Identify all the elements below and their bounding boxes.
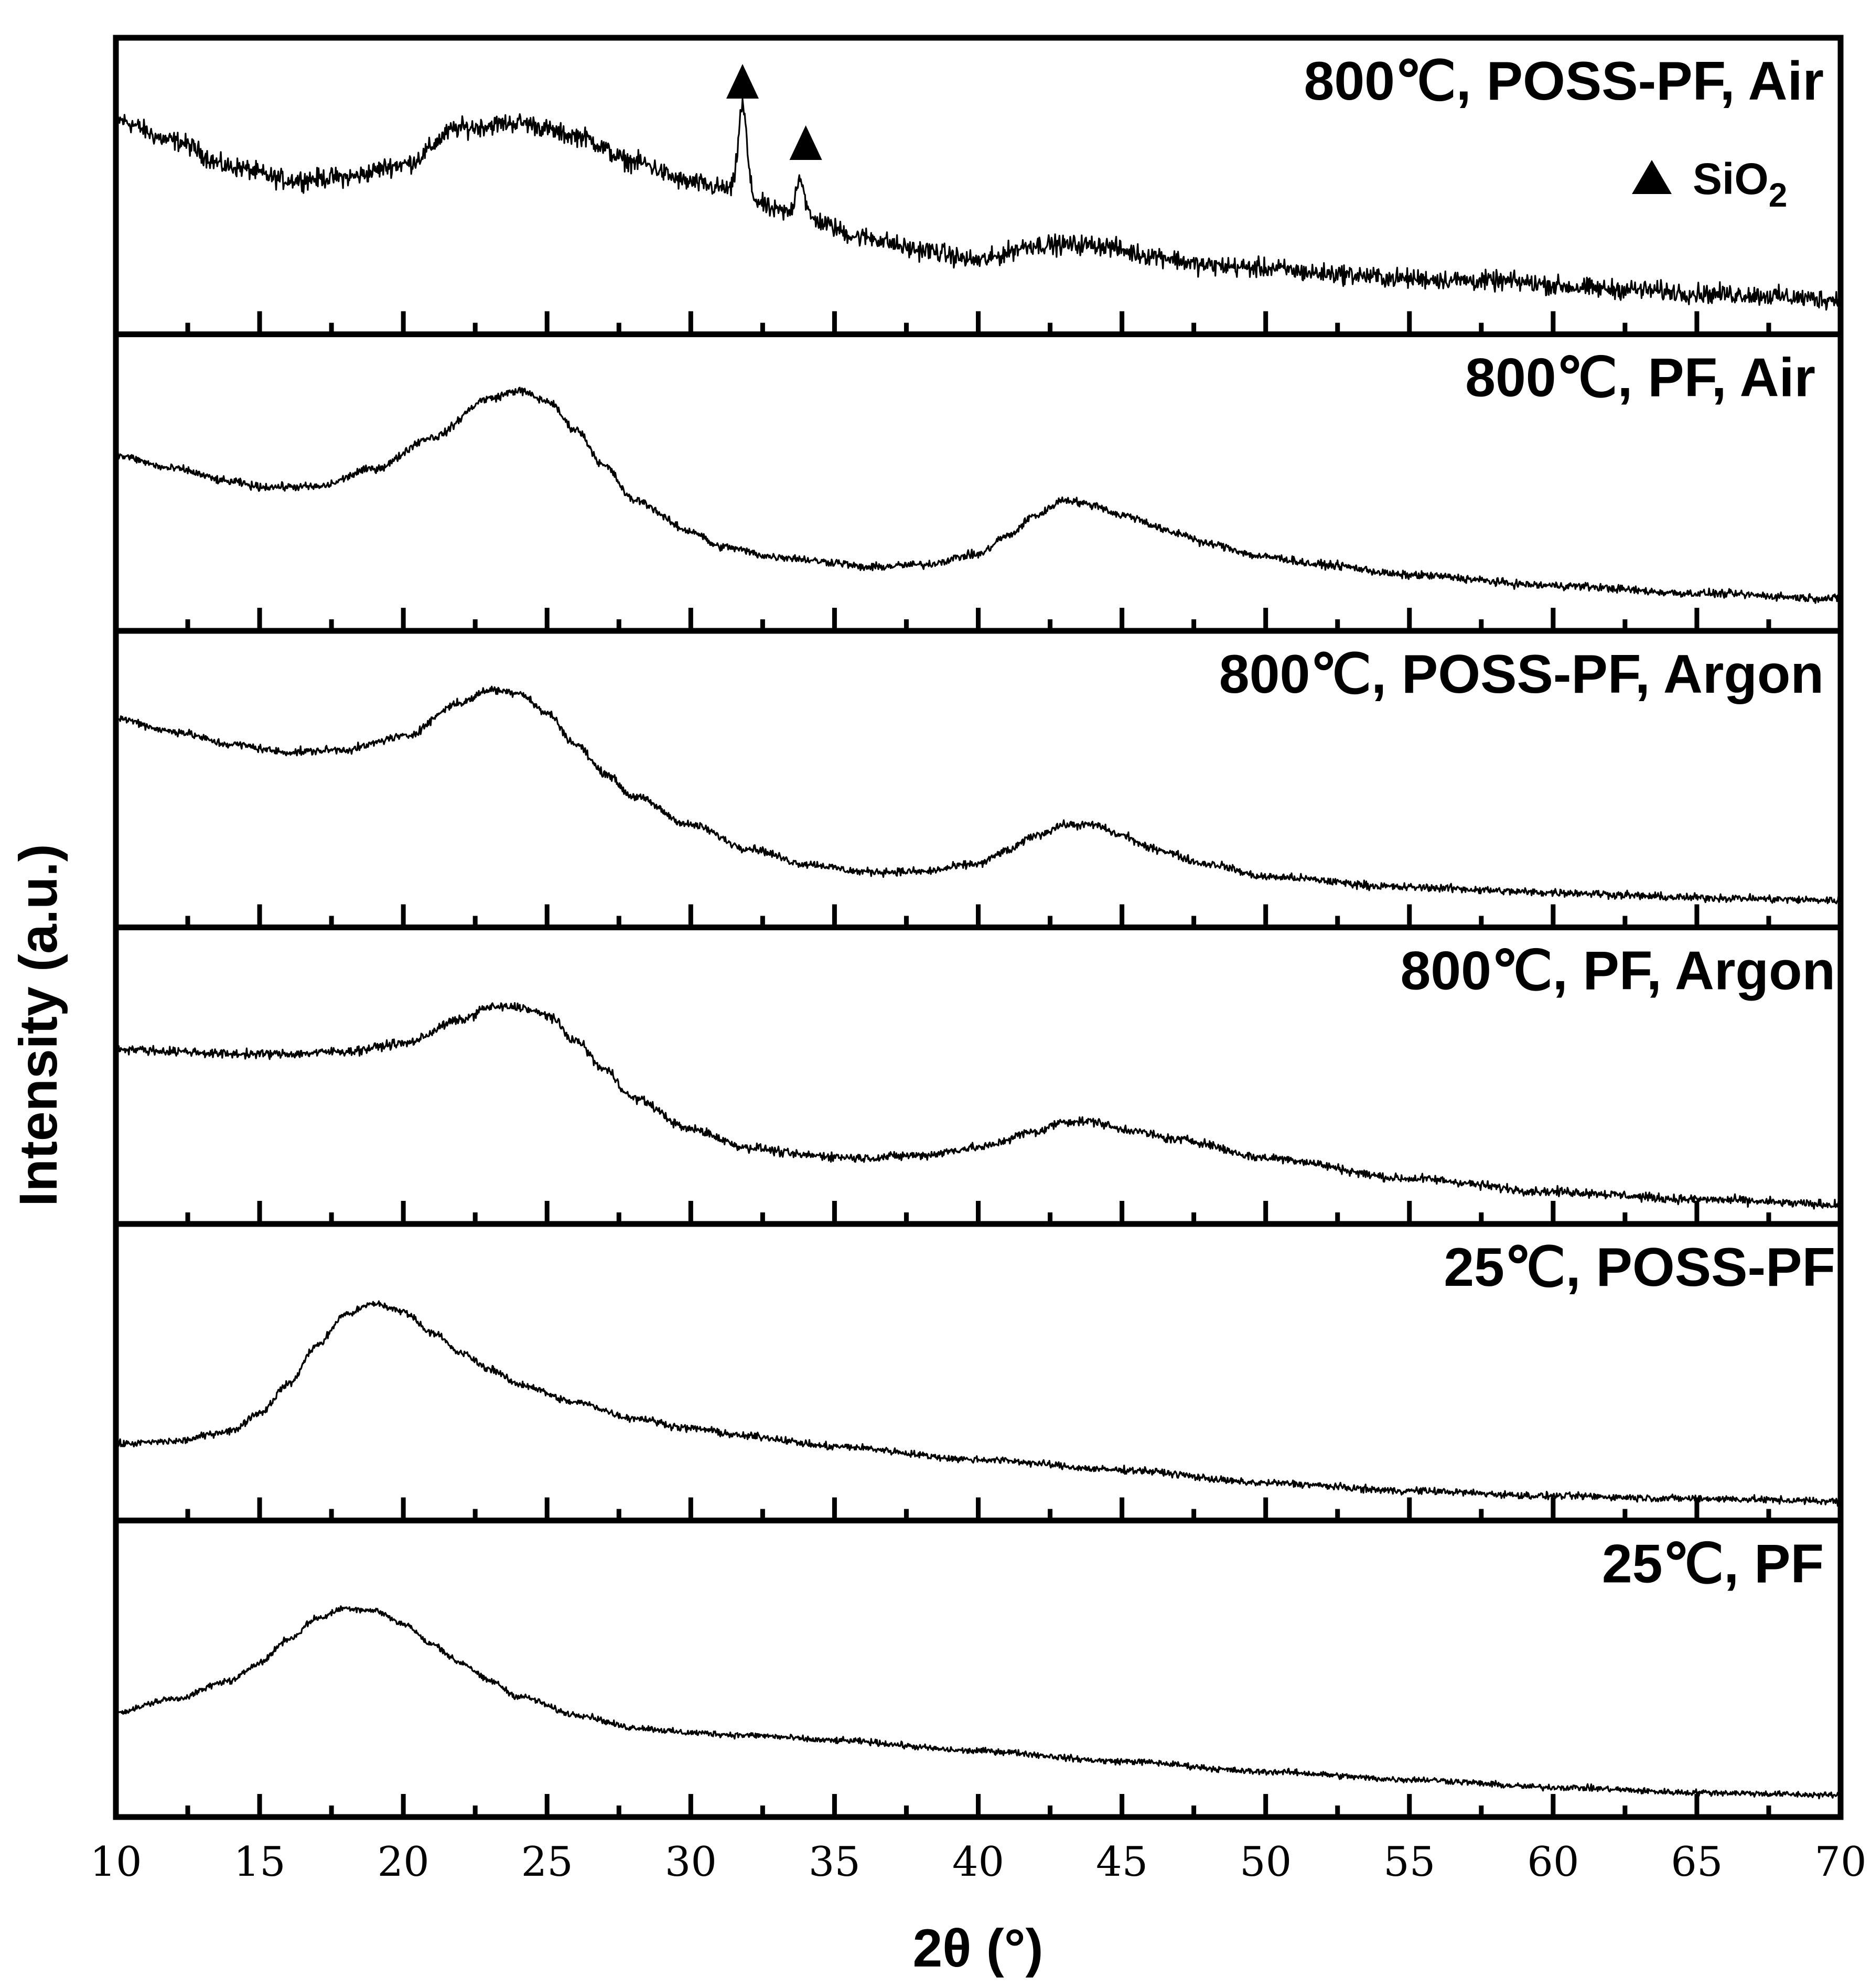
panel-label: 25℃, PF [1602, 1534, 1824, 1595]
y-axis-title: Intensity (a.u.) [8, 844, 68, 1206]
xrd-trace [115, 1300, 1842, 1507]
x-tick-labels: 10 15 20 25 30 35 40 45 50 55 60 65 70 [90, 1839, 1866, 1886]
plot-frame [113, 35, 1844, 1820]
xrd-trace [115, 1605, 1841, 1800]
x-axis-title: 2θ (°) [913, 1918, 1044, 1978]
xrd-trace [115, 685, 1842, 905]
panel-label: 800℃, PF, Argon [1400, 941, 1835, 1002]
panel-label: 800℃, PF, Air [1465, 348, 1815, 409]
x-tick-label: 10 [90, 1839, 142, 1886]
x-tick-label: 65 [1671, 1839, 1723, 1886]
x-tick-label: 70 [1814, 1839, 1866, 1886]
sio2-legend-label: SiO2 [1693, 154, 1787, 214]
x-ticks [185, 311, 1771, 1817]
x-tick-label: 50 [1240, 1839, 1292, 1886]
sio2-peak-marker-icon [789, 125, 822, 160]
sio2-markers [726, 64, 822, 160]
x-tick-label: 55 [1383, 1839, 1435, 1886]
panel-labels: 800℃, POSS-PF, Air 800℃, PF, Air 800℃, POS… [1219, 51, 1835, 1595]
sio2-legend: SiO2 [1632, 154, 1787, 214]
x-tick-label: 30 [665, 1839, 717, 1886]
xrd-traces [115, 98, 1842, 1800]
xrd-trace [115, 1002, 1842, 1210]
x-tick-label: 15 [233, 1839, 285, 1886]
x-tick-label: 20 [378, 1839, 429, 1886]
sio2-peak-marker-icon [726, 64, 759, 99]
x-tick-label: 35 [809, 1839, 861, 1886]
xrd-trace [115, 98, 1842, 311]
x-tick-label: 60 [1527, 1839, 1579, 1886]
panel-label: 800℃, POSS-PF, Argon [1219, 644, 1824, 705]
xrd-trace [115, 386, 1842, 604]
sio2-legend-triangle-icon [1632, 160, 1672, 194]
panel-label: 25℃, POSS-PF [1444, 1237, 1835, 1298]
sio2-legend-text: SiO [1693, 154, 1769, 203]
x-tick-label: 40 [952, 1839, 1004, 1886]
x-tick-label: 25 [521, 1839, 573, 1886]
sio2-legend-subscript: 2 [1769, 176, 1788, 214]
panel-label: 800℃, POSS-PF, Air [1304, 51, 1824, 112]
x-tick-label: 45 [1096, 1839, 1148, 1886]
